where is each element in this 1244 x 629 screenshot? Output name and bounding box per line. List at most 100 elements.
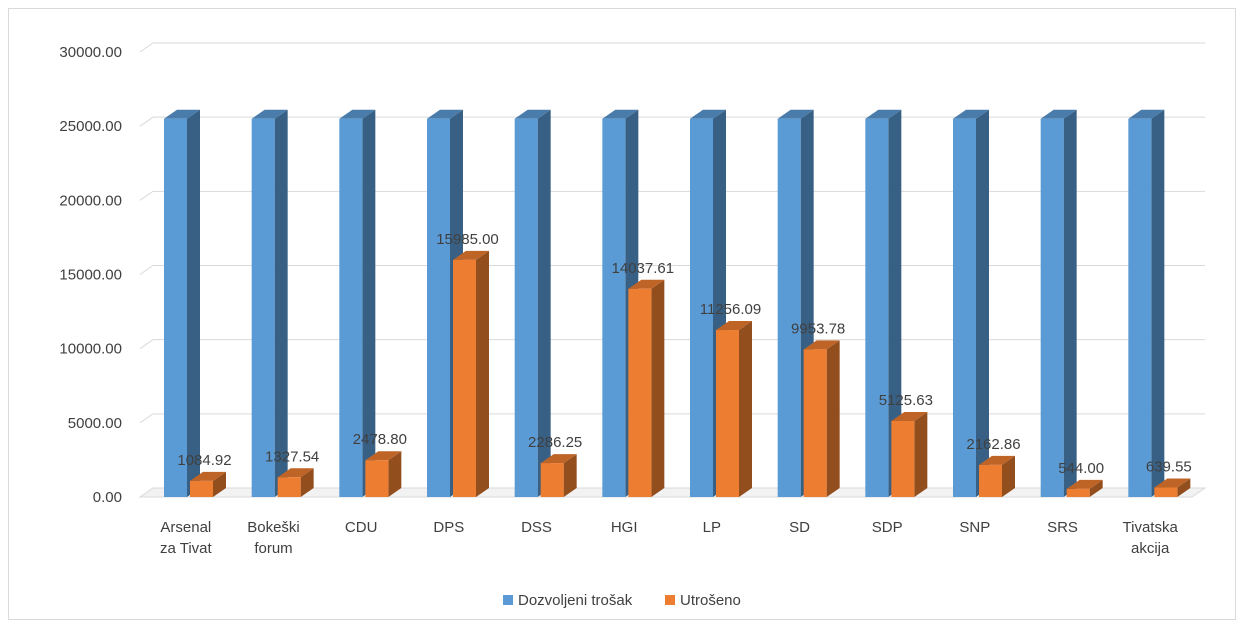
bar-dozvoljeni-front (865, 118, 889, 497)
data-labels: 1084.92 1327.54 2478.80 15985.00 2286.25 1403… (177, 231, 1191, 477)
bar-utroseno-top (277, 468, 314, 478)
bar-utroseno-side (476, 250, 489, 497)
bar-utroseno-front (277, 477, 301, 497)
bar-utroseno-front (979, 464, 1002, 497)
x-axis-categories: Arsenal za Tivat Bokeški forum CDU DPS DSS HGI L… (160, 519, 1178, 557)
y-tick-label: 0.00 (93, 489, 122, 506)
data-label: 544.00 (1058, 460, 1104, 477)
bar-utroseno-top (365, 451, 402, 461)
bar-utroseno-front (803, 349, 827, 497)
bar-utroseno-front (540, 463, 564, 497)
bar-utroseno-top (891, 411, 928, 421)
gridline (139, 265, 1205, 275)
bar-utroseno-top (716, 321, 752, 331)
bar-utroseno-top (979, 455, 1015, 465)
category-label: SD (789, 519, 810, 536)
bar-utroseno (453, 250, 489, 497)
legend-swatch (503, 595, 513, 605)
bar-utroseno (628, 279, 665, 497)
y-tick-label: 20000.00 (59, 192, 122, 209)
bar-dozvoljeni-top (865, 109, 902, 119)
bar-dozvoljeni-top (953, 109, 989, 119)
bar-dozvoljeni-side (1063, 109, 1077, 497)
category-label: LP (703, 519, 721, 536)
bar-dozvoljeni (339, 109, 376, 497)
bar-utroseno-side (826, 340, 840, 497)
bar-dozvoljeni-front (777, 118, 801, 497)
bar-dozvoljeni-front (339, 118, 363, 497)
bar-utroseno-front (716, 330, 739, 497)
category-label: forum (254, 540, 292, 557)
bar-dozvoljeni-front (602, 118, 626, 497)
data-label: 14037.61 (612, 260, 675, 277)
bar-utroseno-side (1177, 478, 1191, 497)
category-label: Arsenal (160, 519, 211, 536)
bar-dozvoljeni-top (1040, 109, 1077, 119)
bar-dozvoljeni (1128, 109, 1165, 497)
bar-dozvoljeni-front (427, 118, 450, 497)
bar-utroseno-top (1066, 479, 1103, 489)
y-tick-label: 30000.00 (59, 44, 122, 61)
bar-utroseno-top (803, 340, 840, 350)
bar-utroseno (365, 451, 402, 497)
bar-dozvoljeni-front (164, 118, 187, 497)
data-label: 11256.09 (700, 301, 761, 318)
gridline (139, 339, 1205, 350)
gridline (139, 42, 1205, 53)
bar-utroseno-side (1002, 455, 1015, 497)
gridlines (138, 42, 1207, 498)
gridline (139, 190, 1205, 201)
bar-dozvoljeni (514, 109, 551, 497)
bar-utroseno (190, 471, 226, 497)
y-tick-label: 5000.00 (68, 415, 122, 432)
bar-utroseno-front (453, 259, 476, 497)
data-label: 15985.00 (436, 231, 499, 248)
category-label: DSS (521, 519, 552, 536)
data-label: 1084.92 (177, 452, 231, 469)
data-label: 1327.54 (265, 448, 319, 465)
y-tick-label: 15000.00 (59, 267, 122, 284)
bar-utroseno-top (1154, 478, 1191, 488)
bar-dozvoljeni-top (777, 109, 814, 119)
bar-utroseno-side (300, 468, 314, 497)
category-label: SRS (1047, 519, 1078, 536)
bar-utroseno (277, 468, 314, 497)
bar-dozvoljeni-top (164, 109, 200, 119)
gridline (139, 413, 1205, 424)
category-label: akcija (1131, 540, 1170, 557)
bar-utroseno (979, 455, 1015, 497)
bar-utroseno-front (891, 420, 915, 497)
bar-dozvoljeni-side (274, 109, 288, 497)
bar-dozvoljeni-side (537, 109, 551, 497)
bar-dozvoljeni (953, 109, 989, 497)
bar-dozvoljeni-top (251, 109, 288, 119)
category-label: DPS (433, 519, 464, 536)
y-tick-label: 10000.00 (59, 341, 122, 358)
bar-dozvoljeni-front (690, 118, 713, 497)
plot-floor (138, 487, 1207, 498)
bar-utroseno-side (651, 279, 665, 497)
data-label: 2286.25 (528, 434, 582, 451)
bar-utroseno-side (388, 451, 402, 497)
bar-dozvoljeni-side (888, 109, 902, 497)
legend: Dozvoljeni trošak Utrošeno (503, 592, 741, 609)
bar-utroseno-top (453, 250, 489, 260)
bar-dozvoljeni-top (427, 109, 463, 119)
bar-dozvoljeni-front (1040, 118, 1064, 497)
data-label: 5125.63 (879, 392, 933, 409)
bar-dozvoljeni-top (1128, 109, 1165, 119)
bar-utroseno (803, 340, 840, 497)
bar-utroseno-front (628, 288, 652, 497)
category-label: HGI (611, 519, 638, 536)
category-label: Tivatska (1123, 519, 1179, 536)
bar-dozvoljeni-side (187, 109, 200, 497)
bar-utroseno (891, 411, 928, 497)
bar-utroseno-side (1089, 479, 1103, 497)
bar-dozvoljeni-top (339, 109, 376, 119)
gridline (139, 116, 1205, 127)
bar-dozvoljeni (164, 109, 200, 497)
bar-dozvoljeni (865, 109, 902, 497)
bar-utroseno-side (213, 471, 226, 497)
bar-utroseno-top (628, 279, 665, 289)
bar-utroseno (540, 454, 577, 497)
